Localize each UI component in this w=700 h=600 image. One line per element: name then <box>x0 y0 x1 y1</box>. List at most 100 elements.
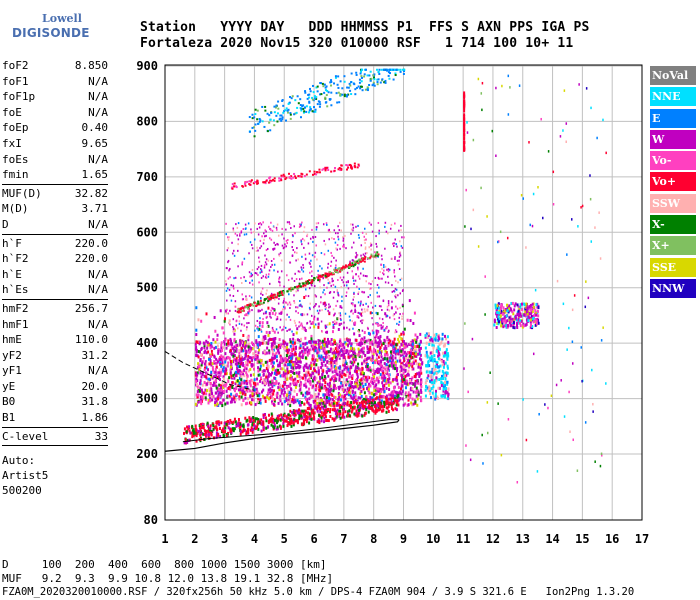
echo-dot <box>207 335 210 339</box>
echo-dot <box>307 93 310 96</box>
echo-dot <box>335 321 338 325</box>
echo-dot <box>318 413 321 417</box>
echo-dot <box>268 225 270 228</box>
echo-dot <box>288 101 291 104</box>
echo-dot <box>342 236 344 239</box>
echo-dot <box>325 276 328 279</box>
echo-dot <box>387 397 390 401</box>
echo-dot <box>349 319 351 322</box>
echo-dot <box>285 176 288 179</box>
echo-dot <box>273 424 276 428</box>
echo-dot <box>229 385 232 389</box>
echo-dot <box>376 341 379 345</box>
echo-dot <box>348 414 351 418</box>
echo-dot <box>200 402 203 406</box>
echo-dot <box>352 304 354 307</box>
echo-dot <box>228 322 230 325</box>
echo-dot <box>332 363 335 367</box>
echo-dot <box>210 341 213 345</box>
echo-dot <box>199 371 202 375</box>
echo-dot <box>370 244 372 247</box>
echo-dot <box>211 353 214 357</box>
echo-dot <box>286 302 289 305</box>
echo-dot <box>323 340 326 344</box>
echo-dot <box>385 402 388 406</box>
echo-dot <box>420 399 423 403</box>
echo-dot <box>262 275 265 278</box>
echo-dot <box>248 389 251 393</box>
echo-dot <box>366 88 369 91</box>
echo-dot <box>195 340 198 344</box>
echo-dot <box>354 321 357 325</box>
echo-dot <box>356 375 359 379</box>
echo-dot <box>302 376 305 380</box>
echo-dot <box>394 360 397 364</box>
echo-dot <box>333 291 335 294</box>
echo-dot <box>258 120 261 123</box>
echo-dot <box>233 389 236 393</box>
echo-dot <box>218 388 221 392</box>
echo-dot <box>318 305 320 308</box>
echo-dot <box>329 340 332 344</box>
echo-dot <box>387 304 390 307</box>
echo-dot <box>413 361 416 365</box>
echo-dot <box>312 91 315 94</box>
echo-dot <box>303 402 306 406</box>
echo-dot <box>336 248 339 251</box>
echo-dot <box>363 341 366 345</box>
echo-dot <box>216 344 219 348</box>
echo-dot <box>387 268 390 271</box>
echo-dot <box>256 355 259 359</box>
echo-dot <box>220 341 223 345</box>
echo-dot <box>258 226 261 229</box>
echo-dot <box>203 350 206 354</box>
echo-dot <box>325 325 328 328</box>
echo-dot <box>251 379 254 383</box>
echo-dot <box>410 355 413 359</box>
echo-dot <box>233 358 236 362</box>
echo-dot <box>317 372 320 376</box>
echo-dot <box>387 74 390 77</box>
echo-dot <box>348 265 351 268</box>
echo-dot <box>317 405 320 409</box>
echo-dot <box>394 275 396 278</box>
echo-dot <box>311 270 313 273</box>
echo-dot <box>321 82 324 85</box>
echo-dot <box>301 221 303 224</box>
echo-dot <box>359 396 362 400</box>
echo-dot <box>289 422 292 426</box>
echo-dot <box>395 305 397 308</box>
echo-dot <box>272 419 275 423</box>
echo-dot <box>359 388 362 392</box>
echo-dot <box>268 295 271 298</box>
echo-dot <box>278 312 281 315</box>
echo-dot <box>275 393 278 397</box>
echo-dot <box>307 282 310 285</box>
echo-dot <box>335 259 337 262</box>
echo-dot <box>222 331 225 335</box>
echo-dot <box>402 367 405 371</box>
echo-dot <box>383 402 386 406</box>
echo-dot <box>280 391 283 395</box>
echo-dot <box>229 371 232 375</box>
echo-dot <box>270 361 273 365</box>
echo-dot <box>371 396 374 400</box>
echo-dot <box>384 395 387 399</box>
echo-dot <box>407 373 410 377</box>
echo-dot <box>326 400 329 404</box>
echo-dot <box>195 345 198 349</box>
echo-dot <box>363 239 366 242</box>
echo-dot <box>393 318 396 321</box>
echo-dot <box>291 371 294 375</box>
echo-dot <box>355 273 357 276</box>
echo-dot <box>341 349 344 353</box>
echo-dot <box>313 95 316 98</box>
echo-dot <box>302 270 305 273</box>
echo-dot <box>347 411 350 415</box>
echo-dot <box>247 342 250 346</box>
param-label: foEs <box>2 152 29 166</box>
echo-dot <box>405 393 408 397</box>
echo-dot <box>352 312 354 315</box>
echo-dot <box>261 381 264 385</box>
echo-dot <box>275 312 277 315</box>
